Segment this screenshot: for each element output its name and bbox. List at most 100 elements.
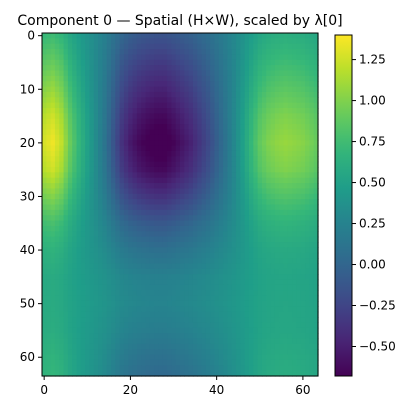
heatmap-cell xyxy=(214,204,220,211)
heatmap-cell xyxy=(249,113,254,120)
heatmap-cell xyxy=(162,161,168,168)
heatmap-cell xyxy=(287,236,293,243)
heatmap-cell xyxy=(231,295,237,302)
heatmap-cell xyxy=(274,231,280,238)
heatmap-cell xyxy=(279,268,285,275)
heatmap-cell xyxy=(85,209,91,216)
heatmap-cell xyxy=(201,156,207,163)
heatmap-cell xyxy=(128,274,134,281)
heatmap-cell xyxy=(93,33,99,39)
heatmap-cell xyxy=(270,188,276,195)
heatmap-cell xyxy=(162,333,168,340)
heatmap-cell xyxy=(261,81,267,88)
heatmap-cell xyxy=(42,209,47,216)
heatmap-cell xyxy=(184,279,190,286)
heatmap-cell xyxy=(249,333,254,340)
heatmap-cell xyxy=(313,113,319,120)
heatmap-cell xyxy=(287,193,293,200)
heatmap-cell xyxy=(192,124,198,131)
heatmap-cell xyxy=(136,188,142,195)
heatmap-cell xyxy=(154,247,160,254)
heatmap-cell xyxy=(102,317,108,324)
heatmap-cell xyxy=(261,258,267,265)
heatmap-cell xyxy=(287,349,293,356)
heatmap-cell xyxy=(201,183,207,190)
heatmap-cell xyxy=(141,327,147,334)
heatmap-cell xyxy=(205,317,211,324)
heatmap-cell xyxy=(72,220,78,227)
heatmap-cell xyxy=(296,188,302,195)
heatmap-cell xyxy=(227,150,233,157)
heatmap-cell xyxy=(266,81,272,88)
heatmap-cell xyxy=(240,102,246,109)
heatmap-cell xyxy=(171,306,177,313)
heatmap-cell xyxy=(119,113,125,120)
heatmap-cell xyxy=(102,188,108,195)
heatmap-cell xyxy=(119,108,125,114)
heatmap-cell xyxy=(270,140,276,147)
heatmap-cell xyxy=(240,225,246,232)
heatmap-cell xyxy=(93,300,99,307)
heatmap-cell xyxy=(42,300,47,307)
heatmap-cell xyxy=(287,70,293,77)
heatmap-cell xyxy=(180,91,185,98)
heatmap-cell xyxy=(300,102,306,109)
heatmap-cell xyxy=(145,225,151,232)
heatmap-cell xyxy=(80,134,86,141)
heatmap-cell xyxy=(231,263,237,270)
heatmap-cell xyxy=(231,156,237,163)
heatmap-cell xyxy=(128,177,134,184)
heatmap-cell xyxy=(59,49,65,56)
heatmap-cell xyxy=(201,343,207,350)
heatmap-cell xyxy=(59,225,65,232)
heatmap-cell xyxy=(197,365,203,372)
heatmap-cell xyxy=(223,311,229,318)
heatmap-cell xyxy=(123,295,129,302)
heatmap-cell xyxy=(210,43,216,50)
heatmap-cell xyxy=(244,279,250,286)
heatmap-cell xyxy=(253,231,259,238)
heatmap-cell xyxy=(192,231,198,238)
heatmap-cell xyxy=(180,333,185,340)
heatmap-cell xyxy=(184,258,190,265)
heatmap-cell xyxy=(67,290,73,297)
heatmap-cell xyxy=(89,258,95,265)
heatmap-cell xyxy=(309,204,315,211)
heatmap-cell xyxy=(313,327,319,334)
heatmap-cell xyxy=(42,150,47,157)
heatmap-cell xyxy=(167,306,172,313)
heatmap-cell xyxy=(98,54,103,61)
heatmap-cell xyxy=(201,317,207,324)
heatmap-cell xyxy=(42,290,47,297)
heatmap-cell xyxy=(171,252,177,259)
heatmap-cell xyxy=(72,161,78,168)
heatmap-cell xyxy=(305,188,310,195)
heatmap-cell xyxy=(296,258,302,265)
heatmap-cell xyxy=(180,263,185,270)
heatmap-cell xyxy=(236,33,241,39)
heatmap-cell xyxy=(50,204,56,211)
heatmap-cell xyxy=(279,129,285,136)
heatmap-cell xyxy=(167,145,172,152)
heatmap-cell xyxy=(46,242,52,248)
heatmap-cell xyxy=(292,290,298,297)
heatmap-cell xyxy=(54,59,60,66)
heatmap-cell xyxy=(257,75,263,82)
heatmap-cell xyxy=(257,327,263,334)
heatmap-cell xyxy=(63,145,69,152)
heatmap-cell xyxy=(214,199,220,206)
heatmap-cell xyxy=(98,252,103,259)
heatmap-cell xyxy=(292,65,298,72)
heatmap-cell xyxy=(218,177,224,184)
heatmap-cell xyxy=(180,65,185,72)
heatmap-cell xyxy=(253,252,259,259)
heatmap-cell xyxy=(93,258,99,265)
heatmap-cell xyxy=(145,231,151,238)
heatmap-cell xyxy=(89,59,95,66)
heatmap-cell xyxy=(305,242,310,248)
heatmap-cell xyxy=(89,220,95,227)
heatmap-cell xyxy=(72,102,78,109)
heatmap-cell xyxy=(205,268,211,275)
heatmap-cell xyxy=(102,183,108,190)
heatmap-cell xyxy=(296,215,302,222)
